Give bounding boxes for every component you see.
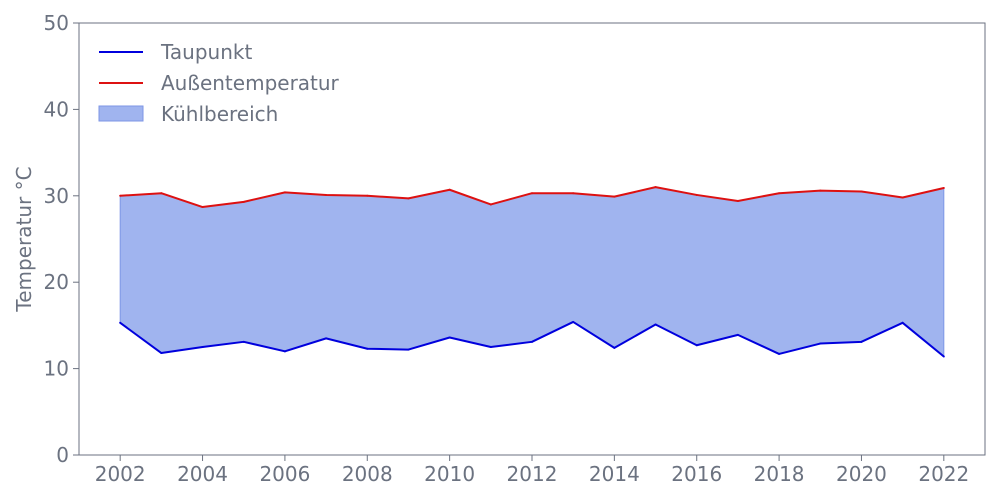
data-point-aussentemperatur	[778, 192, 781, 195]
data-point-aussentemperatur	[366, 194, 369, 197]
y-tick-label: 0	[56, 443, 69, 467]
data-point-aussentemperatur	[901, 196, 904, 199]
x-tick-label: 2016	[671, 462, 722, 486]
data-point-taupunkt	[572, 320, 575, 323]
data-point-taupunkt	[901, 321, 904, 324]
x-tick-label: 2002	[95, 462, 146, 486]
fill-area-kuehlbereich	[119, 186, 945, 358]
data-point-taupunkt	[119, 321, 122, 324]
data-point-taupunkt	[160, 352, 163, 355]
data-point-aussentemperatur	[489, 203, 492, 206]
data-point-taupunkt	[860, 340, 863, 343]
data-point-aussentemperatur	[860, 190, 863, 193]
x-tick-label: 2012	[507, 462, 558, 486]
data-point-aussentemperatur	[325, 193, 328, 196]
data-point-aussentemperatur	[695, 193, 698, 196]
legend-label-taupunkt: Taupunkt	[160, 40, 252, 64]
data-point-taupunkt	[366, 347, 369, 350]
x-tick-label: 2018	[754, 462, 805, 486]
data-point-aussentemperatur	[160, 192, 163, 195]
x-tick-label: 2008	[342, 462, 393, 486]
data-point-aussentemperatur	[242, 200, 245, 203]
data-point-aussentemperatur	[942, 187, 945, 190]
data-point-aussentemperatur	[283, 191, 286, 194]
x-tick-label: 2010	[424, 462, 475, 486]
data-point-taupunkt	[778, 352, 781, 355]
data-point-aussentemperatur	[119, 194, 122, 197]
legend-label-aussentemperatur: Außentemperatur	[161, 71, 340, 95]
y-axis-label: Temperatur °C	[12, 166, 36, 312]
x-tick-label: 2004	[177, 462, 228, 486]
plot-area	[119, 186, 945, 358]
data-point-taupunkt	[242, 340, 245, 343]
data-point-taupunkt	[942, 355, 945, 358]
data-point-aussentemperatur	[613, 195, 616, 198]
data-point-taupunkt	[695, 344, 698, 347]
legend-swatch-kuehlbereich	[98, 105, 144, 122]
legend-label-kuehlbereich: Kühlbereich	[161, 102, 278, 126]
x-tick-label: 2006	[259, 462, 310, 486]
data-point-taupunkt	[736, 333, 739, 336]
y-tick-label: 30	[44, 184, 69, 208]
data-point-aussentemperatur	[448, 188, 451, 191]
data-point-aussentemperatur	[531, 192, 533, 195]
data-point-aussentemperatur	[407, 197, 410, 200]
data-point-taupunkt	[819, 342, 822, 345]
data-point-aussentemperatur	[201, 206, 204, 209]
data-point-taupunkt	[654, 323, 657, 326]
data-point-aussentemperatur	[654, 186, 657, 189]
data-point-aussentemperatur	[572, 192, 575, 195]
legend: Taupunkt Außentemperatur Kühlbereich	[87, 34, 367, 134]
data-point-taupunkt	[325, 337, 328, 340]
y-tick-label: 40	[44, 97, 69, 121]
x-tick-label: 2020	[836, 462, 887, 486]
data-point-taupunkt	[407, 348, 410, 351]
y-tick-label: 50	[44, 11, 69, 35]
y-axis: 0 10 20 30 40 50	[44, 11, 79, 467]
data-point-taupunkt	[283, 350, 286, 353]
y-tick-label: 20	[44, 270, 69, 294]
x-tick-label: 2022	[918, 462, 969, 486]
y-tick-label: 10	[44, 357, 69, 381]
data-point-aussentemperatur	[819, 189, 822, 192]
data-point-taupunkt	[489, 346, 492, 348]
data-point-taupunkt	[613, 346, 616, 349]
data-point-taupunkt	[448, 336, 451, 339]
data-point-taupunkt	[201, 346, 204, 348]
data-point-taupunkt	[531, 340, 533, 343]
x-tick-label: 2014	[589, 462, 640, 486]
data-point-aussentemperatur	[736, 199, 739, 202]
x-axis: 2002 2004 2006 2008 2010 2012 2014 2016 2018 2020…	[95, 455, 969, 486]
